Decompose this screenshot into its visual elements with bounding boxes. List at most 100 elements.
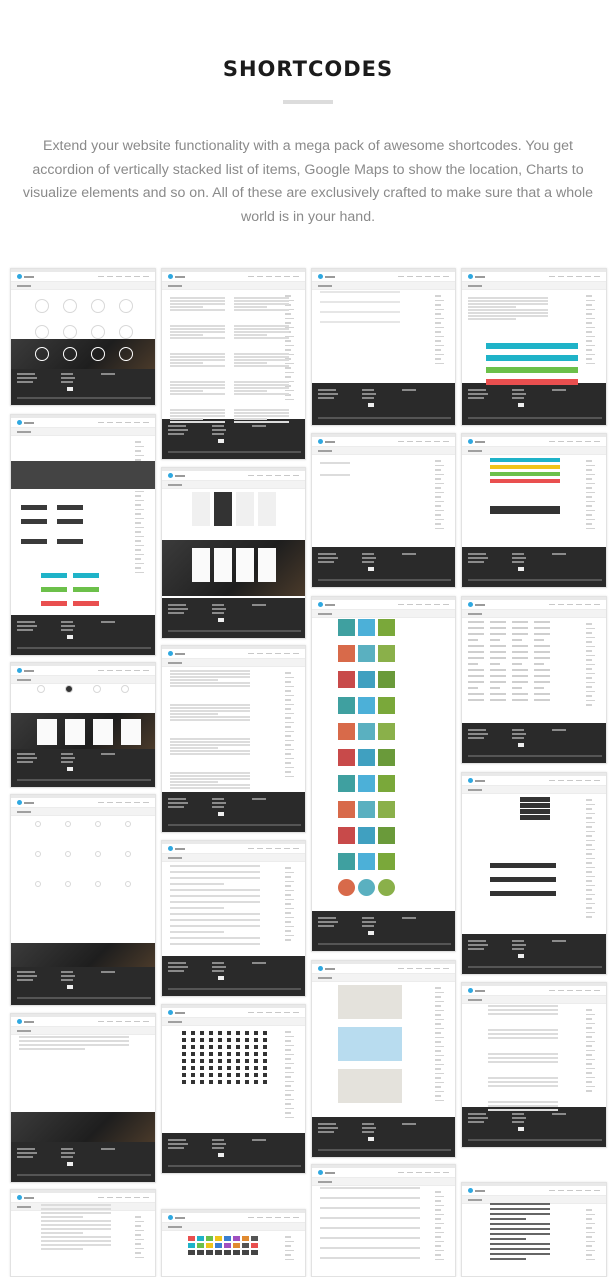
- screenshot-tabs-toggles[interactable]: [461, 772, 607, 975]
- sidebar-line: [285, 1035, 294, 1037]
- sidebar-line: [285, 1049, 291, 1051]
- screenshot-alerts[interactable]: [311, 433, 456, 588]
- menu-item: [257, 1216, 263, 1219]
- footer-copy: [168, 451, 301, 453]
- logo-icon: [168, 1010, 173, 1015]
- sidebar-line: [285, 717, 291, 719]
- screenshot-services[interactable]: [10, 794, 156, 1006]
- screenshot-message-boxes[interactable]: [461, 433, 607, 588]
- screenshot-lists[interactable]: [461, 1182, 607, 1277]
- text-line: [490, 1233, 550, 1235]
- footer-line: [318, 397, 334, 399]
- text-line: [468, 315, 548, 317]
- screenshot-dividers[interactable]: [161, 840, 306, 997]
- menu-item: [266, 1216, 272, 1219]
- sidebar-line: [435, 335, 444, 337]
- service-icon: [35, 821, 41, 827]
- footer-line: [512, 561, 524, 563]
- sidebar-line: [586, 1254, 592, 1256]
- sidebar-line: [285, 726, 291, 728]
- text-line: [41, 1216, 83, 1218]
- button: [21, 539, 47, 544]
- text-line: [234, 359, 289, 361]
- sidebar-line: [435, 331, 441, 333]
- sidebar-line: [285, 925, 294, 927]
- menu-item: [407, 603, 413, 606]
- sidebar-line: [435, 313, 441, 315]
- font-icon: [245, 1052, 249, 1056]
- screenshot-color-swatches[interactable]: [161, 1209, 306, 1277]
- gallery-thumb: [358, 645, 375, 662]
- screenshot-charts-circles[interactable]: [10, 268, 156, 406]
- logo-icon: [468, 274, 473, 279]
- sidebar-line: [586, 866, 595, 868]
- screenshot-font-icons[interactable]: [161, 1004, 306, 1174]
- footer-line: [362, 1131, 374, 1133]
- sidebar-line: [586, 699, 595, 701]
- sidebar-line: [435, 496, 441, 498]
- menu-item: [134, 1020, 140, 1023]
- screenshot-buttons[interactable]: [10, 414, 156, 656]
- text-line: [170, 676, 250, 678]
- screenshot-icon-boxes[interactable]: [10, 662, 156, 788]
- text-line: [468, 645, 484, 647]
- font-icon: [254, 1038, 258, 1042]
- footer-line: [402, 1123, 416, 1125]
- toggle: [490, 877, 556, 882]
- screenshot-dropcaps[interactable]: [10, 1189, 156, 1277]
- sidebar-line: [285, 299, 294, 301]
- screenshot-blockquotes[interactable]: [461, 982, 607, 1148]
- footer-badge: [67, 767, 73, 771]
- screenshot-columns-text[interactable]: [161, 268, 306, 460]
- screenshot-typography[interactable]: [161, 645, 306, 833]
- font-icon: [263, 1052, 267, 1056]
- screenshot-tables[interactable]: [311, 1164, 456, 1277]
- font-icon: [245, 1059, 249, 1063]
- logo-text: [325, 275, 335, 278]
- screenshot-gallery-grid[interactable]: [311, 596, 456, 952]
- screenshot-accordion[interactable]: [311, 268, 456, 426]
- breadcrumb-bar: [162, 1017, 305, 1026]
- sidebar-line: [435, 487, 441, 489]
- navbar: [312, 964, 455, 973]
- screenshot-maps[interactable]: [311, 960, 456, 1158]
- text-line: [488, 1037, 558, 1039]
- font-icon: [245, 1045, 249, 1049]
- menu-item: [594, 275, 600, 278]
- sidebar-line: [586, 681, 595, 683]
- font-icon: [236, 1080, 240, 1084]
- sidebar-line: [285, 389, 294, 391]
- menu-item: [407, 967, 413, 970]
- screenshot-testimonials[interactable]: [10, 1013, 156, 1183]
- font-icon: [254, 1059, 258, 1063]
- sidebar-line: [435, 505, 441, 507]
- menu: [98, 275, 149, 278]
- footer-line: [212, 608, 226, 610]
- navbar: [462, 776, 606, 785]
- font-icon: [200, 1052, 204, 1056]
- screenshot-pricing-tables[interactable]: [161, 467, 306, 639]
- sidebar-line: [285, 921, 291, 923]
- sidebar-line: [586, 641, 592, 643]
- text-line: [488, 1057, 558, 1059]
- text-line: [234, 325, 289, 327]
- footer-line: [168, 425, 186, 427]
- navbar: [312, 437, 455, 446]
- sidebar-line: [135, 1252, 141, 1254]
- color-swatch: [224, 1236, 231, 1241]
- footer-line: [252, 962, 266, 964]
- sidebar-line: [285, 712, 294, 714]
- font-icon: [209, 1038, 213, 1042]
- color-swatch: [188, 1236, 195, 1241]
- screenshot-progress-bars[interactable]: [461, 268, 607, 426]
- sidebar-line: [435, 1236, 441, 1238]
- footer-copy: [318, 943, 451, 945]
- screenshot-icon-list[interactable]: [461, 596, 607, 764]
- sidebar-line: [586, 1090, 592, 1092]
- text-line: [170, 359, 225, 361]
- icon-card: [93, 719, 113, 745]
- pricing-column: [258, 492, 276, 526]
- sidebar-line: [135, 526, 144, 528]
- service-icon: [95, 821, 101, 827]
- footer-line: [362, 561, 374, 563]
